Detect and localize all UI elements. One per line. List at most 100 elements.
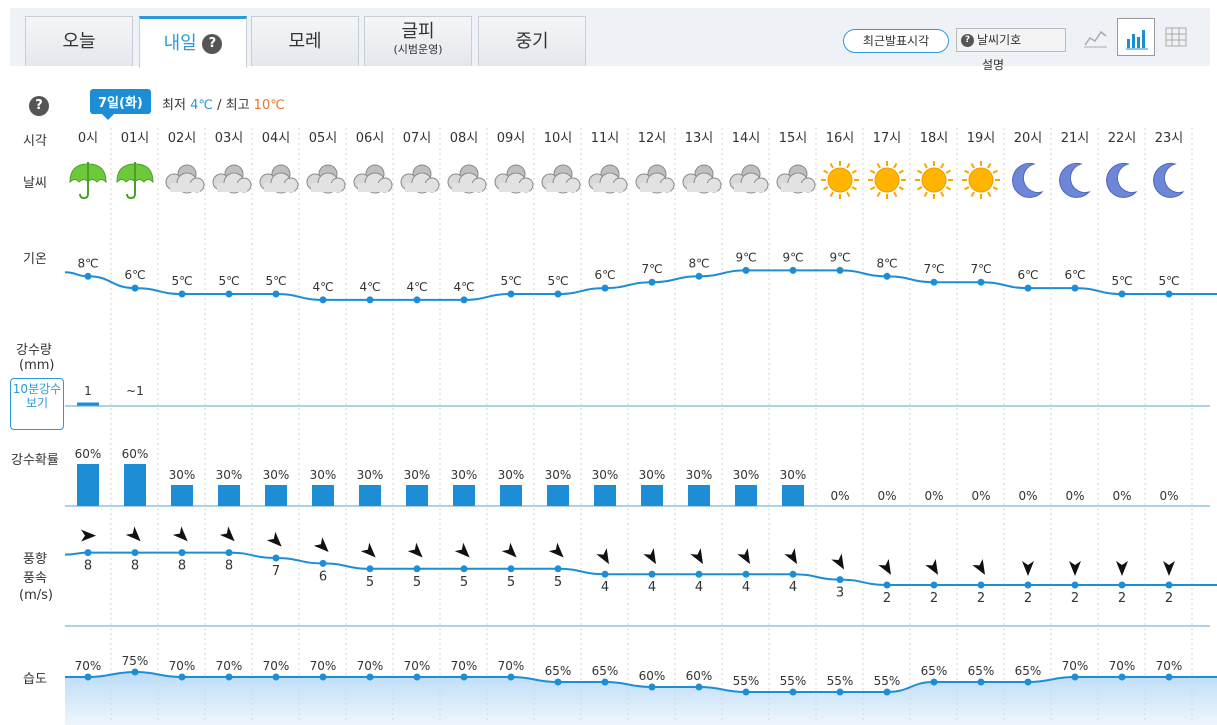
hour-label: 06시 bbox=[356, 131, 385, 146]
wind-speed-point bbox=[507, 565, 515, 573]
wind-speed-point bbox=[836, 576, 844, 584]
hour-label: 0시 bbox=[78, 131, 98, 146]
humidity-area bbox=[65, 672, 1217, 725]
hour-label: 04시 bbox=[262, 131, 291, 146]
wind-direction-arrow bbox=[172, 526, 188, 542]
precip-prob-label: 30% bbox=[357, 468, 384, 482]
max-label: 최고 bbox=[225, 98, 250, 113]
date-badge: 7일(화) bbox=[90, 89, 151, 120]
wind-speed-point bbox=[319, 559, 327, 567]
wind-speed-label: 8 bbox=[84, 559, 92, 574]
arrow-shape bbox=[548, 542, 564, 558]
arrow-shape bbox=[407, 542, 423, 558]
arrow-shape bbox=[972, 558, 985, 575]
tab-label: 내일 bbox=[163, 33, 197, 54]
temperature-point bbox=[1024, 284, 1032, 292]
precip-prob-bar bbox=[265, 485, 287, 506]
sun-ray bbox=[945, 186, 951, 191]
row-label-wind-unit: (m/s) bbox=[19, 588, 53, 603]
tab-label: 중기 bbox=[515, 31, 549, 52]
temperature-point bbox=[883, 272, 891, 280]
arrow-shape bbox=[690, 548, 703, 565]
help-icon[interactable]: ? bbox=[29, 96, 49, 116]
temperature-point bbox=[366, 296, 374, 304]
temperature-label: 4℃ bbox=[359, 280, 380, 294]
precip-prob-label: 0% bbox=[877, 489, 896, 503]
humidity-label: 70% bbox=[498, 659, 525, 673]
arrow-shape bbox=[925, 558, 938, 575]
arrow-shape bbox=[501, 542, 517, 558]
temperature-point bbox=[648, 278, 656, 286]
wind-speed-label: 2 bbox=[1024, 591, 1032, 606]
arrow-shape bbox=[1163, 561, 1175, 576]
row-label-temp: 기온 bbox=[23, 252, 47, 267]
umbrella-icon bbox=[69, 162, 107, 200]
wind-direction-arrow bbox=[690, 548, 703, 565]
hour-label: 15시 bbox=[779, 131, 808, 146]
temperature-point bbox=[131, 284, 139, 292]
row-label-weather: 날씨 bbox=[23, 176, 47, 191]
temperature-point bbox=[272, 290, 280, 298]
row-label-time: 시각 bbox=[23, 134, 47, 149]
moon-icon bbox=[1153, 162, 1185, 198]
temperature-point bbox=[1071, 284, 1079, 292]
temperature-point bbox=[1165, 290, 1173, 298]
recent-release-button[interactable]: 최근발표시각 bbox=[843, 29, 949, 53]
wind-speed-point bbox=[413, 565, 421, 573]
line-chart-view-icon[interactable] bbox=[1076, 18, 1114, 56]
tab-day-after[interactable]: 모레 bbox=[251, 16, 359, 66]
weather-symbol-label: 날씨기호 bbox=[977, 33, 1022, 47]
temperature-label: 6℃ bbox=[1017, 268, 1038, 282]
wind-speed-point bbox=[178, 549, 186, 557]
humidity-label: 55% bbox=[780, 674, 807, 688]
wind-direction-arrow bbox=[219, 526, 235, 542]
humidity-point bbox=[272, 673, 280, 681]
tab-tomorrow[interactable]: 내일 ? bbox=[139, 16, 247, 68]
temperature-label: 9℃ bbox=[735, 250, 756, 264]
precip-prob-label: 0% bbox=[1159, 489, 1178, 503]
arrow-shape bbox=[1069, 561, 1081, 576]
umbrella-icon bbox=[116, 162, 154, 200]
temperature-label: 8℃ bbox=[688, 256, 709, 270]
humidity-point bbox=[84, 673, 92, 681]
cloudy-icon bbox=[541, 164, 581, 194]
tab-midterm[interactable]: 중기 bbox=[478, 16, 586, 66]
temperature-label: 8℃ bbox=[77, 256, 98, 270]
humidity-point bbox=[930, 678, 938, 686]
sun-icon bbox=[915, 161, 953, 199]
hour-label: 08시 bbox=[450, 131, 479, 146]
humidity-label: 60% bbox=[639, 669, 666, 683]
sun-ray bbox=[992, 169, 998, 174]
temperature-label: 6℃ bbox=[594, 268, 615, 282]
wind-speed-point bbox=[131, 549, 139, 557]
precip-prob-label: 30% bbox=[216, 468, 243, 482]
table-view-icon[interactable] bbox=[1157, 18, 1195, 56]
hour-label: 23시 bbox=[1155, 131, 1184, 146]
moon-shape bbox=[1059, 162, 1091, 198]
bar-chart-view-icon[interactable] bbox=[1117, 18, 1155, 56]
arrow-shape bbox=[878, 558, 891, 575]
humidity-label: 70% bbox=[263, 659, 290, 673]
tab-today[interactable]: 오늘 bbox=[25, 16, 133, 66]
hour-label: 17시 bbox=[873, 131, 902, 146]
precip-prob-label: 30% bbox=[498, 468, 525, 482]
cloudy-icon bbox=[494, 164, 534, 194]
wind-speed-point bbox=[460, 565, 468, 573]
weather-symbol-select[interactable]: ? 날씨기호 bbox=[956, 28, 1066, 52]
wind-speed-point bbox=[366, 565, 374, 573]
cloud-base bbox=[781, 183, 811, 192]
ten-min-precip-button[interactable]: 10분강수보기 bbox=[10, 378, 64, 430]
hour-label: 03시 bbox=[215, 131, 244, 146]
precip-prob-bar bbox=[312, 485, 334, 506]
humidity-point bbox=[413, 673, 421, 681]
cloud-base bbox=[358, 183, 388, 192]
sun-ray bbox=[851, 186, 857, 191]
cloud-base bbox=[687, 183, 717, 192]
tab-three-days[interactable]: 글피 (시범운영) bbox=[364, 16, 472, 66]
wind-speed-point bbox=[554, 565, 562, 573]
help-icon[interactable]: ? bbox=[202, 34, 223, 54]
wind-speed-point bbox=[695, 570, 703, 578]
arrow-shape bbox=[313, 537, 329, 553]
sun-ray bbox=[870, 186, 876, 191]
